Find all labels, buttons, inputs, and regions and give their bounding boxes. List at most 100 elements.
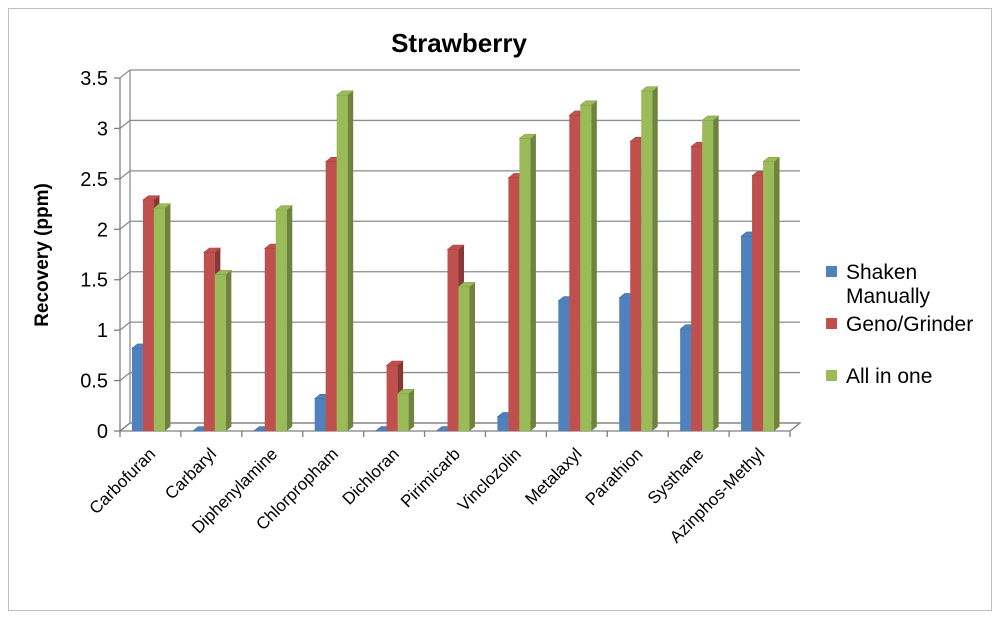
bar	[518, 133, 537, 431]
bar-front	[497, 416, 509, 431]
legend-label: Geno/Grinder	[846, 313, 973, 336]
bar-front	[741, 236, 753, 431]
bar	[335, 90, 355, 431]
bar-top	[701, 115, 720, 121]
bar-front	[458, 286, 470, 431]
bar-front	[275, 210, 287, 431]
bar-front	[641, 91, 653, 432]
y-tick-label: 3.5	[80, 68, 108, 90]
bar-front	[763, 161, 775, 431]
bar-front	[702, 120, 714, 432]
x-tick-labels: Carbofuran CarbarylDiphenylamineChlorprop…	[86, 444, 769, 546]
bar-top	[203, 247, 222, 253]
gridline-depth	[119, 321, 131, 331]
bar-front	[264, 248, 276, 431]
bar	[214, 269, 233, 431]
bar-top	[640, 86, 659, 92]
gridline-depth	[119, 271, 131, 281]
bar-front	[569, 115, 581, 432]
bar-top	[214, 269, 233, 275]
bar-side	[164, 203, 171, 431]
bar	[579, 100, 598, 432]
gridline-depth	[119, 69, 131, 79]
bar-front	[314, 398, 326, 431]
y-tick-label: 0	[97, 421, 108, 443]
y-tick-label: 1	[97, 320, 108, 342]
bar-front	[336, 95, 348, 431]
chart-frame	[8, 8, 992, 611]
bar-front	[630, 141, 642, 432]
legend-label: All in one	[846, 365, 932, 388]
bar-front	[619, 297, 631, 431]
legend-swatch	[826, 266, 837, 277]
gridline-depth	[119, 170, 131, 180]
y-tick-labels: 0 0.5 1 1.5 2 2.5 3 3.5	[80, 68, 108, 443]
bar-front	[508, 177, 520, 431]
bar-front	[691, 146, 703, 431]
y-tick-label: 1.5	[80, 270, 108, 292]
bar-top	[457, 282, 476, 288]
bars-layer	[131, 86, 781, 432]
legend-label: Shaken Manually	[846, 261, 931, 308]
x-tick-label: Systhane	[644, 444, 708, 508]
bar-front	[153, 208, 165, 431]
bar	[274, 205, 294, 431]
bar-top	[518, 133, 537, 139]
bar-top	[335, 90, 355, 96]
bar-front	[142, 200, 154, 431]
bar-top	[762, 157, 781, 163]
gridline-depth	[119, 220, 131, 230]
bar-side	[530, 134, 536, 431]
y-tick-label: 2	[97, 219, 108, 241]
bar-front	[131, 348, 143, 431]
bar	[396, 388, 415, 431]
bar-front	[203, 252, 215, 431]
bar-side	[713, 115, 719, 432]
y-tick-label: 0.5	[80, 371, 108, 393]
x-tick-label: Metalaxyl	[521, 444, 585, 508]
gridline-depth	[119, 119, 131, 129]
bar-front	[397, 393, 409, 431]
bar-front	[447, 249, 459, 431]
bar-side	[652, 86, 658, 431]
x-tick-label: Carbaryl	[161, 444, 220, 503]
x-tick-label: Vinclozolin	[454, 444, 525, 515]
bar	[701, 115, 720, 432]
x-tick-label: Carbofuran	[86, 444, 160, 518]
bar	[153, 203, 172, 431]
legend-swatch	[826, 318, 837, 329]
y-tick-label: 3	[97, 118, 108, 140]
y-tick-label: 2.5	[80, 169, 108, 191]
x-tick-label: Dichloran	[339, 444, 403, 508]
bar-side	[469, 282, 475, 431]
bar-side	[591, 100, 597, 432]
bar-front	[558, 300, 570, 431]
gridline-depth	[119, 372, 131, 382]
bar-side	[286, 205, 293, 431]
chart-title: Strawberry	[391, 28, 527, 58]
bar-top	[396, 388, 415, 394]
bar-top	[446, 244, 465, 250]
bar	[457, 282, 476, 431]
bar-front	[680, 329, 692, 431]
bar-top	[142, 195, 161, 201]
bar-side	[347, 90, 354, 431]
bar	[640, 86, 659, 432]
bar-front	[752, 175, 764, 431]
bar	[762, 157, 781, 431]
bar-front	[580, 105, 592, 431]
bar-front	[325, 161, 337, 431]
bar-top	[153, 203, 172, 209]
bar-side	[774, 157, 780, 431]
bar-side	[225, 270, 232, 431]
y-axis-title: Recovery (ppm)	[32, 183, 53, 327]
legend: Shaken Manually Geno/Grinder All in one	[826, 261, 973, 388]
bar-top	[385, 360, 404, 366]
bar-front	[214, 274, 226, 431]
bar-front	[519, 138, 531, 431]
bar-top	[274, 205, 294, 211]
x-tick-label: Parathion	[582, 444, 647, 509]
legend-swatch	[826, 370, 837, 381]
bar-side	[408, 389, 415, 431]
